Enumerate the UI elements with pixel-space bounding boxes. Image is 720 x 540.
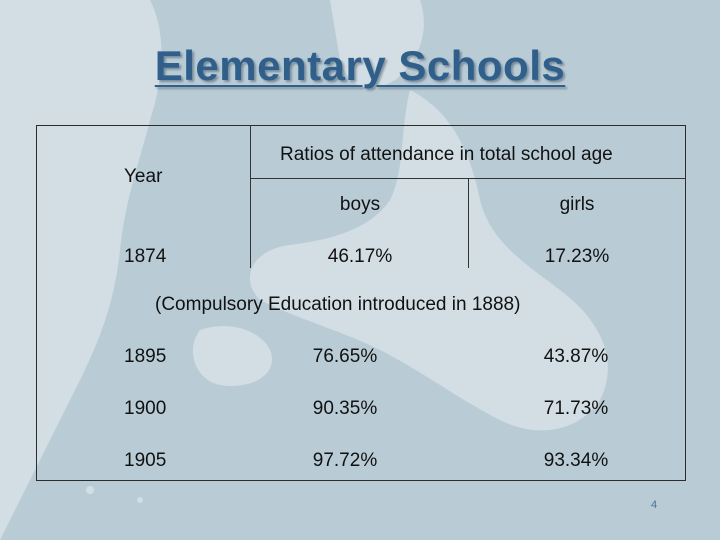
table-cell-girls: 17.23% bbox=[544, 246, 610, 267]
table-cell-year: 1874 bbox=[124, 246, 167, 267]
table-divider-boys-girls bbox=[468, 178, 469, 268]
compulsory-education-note: (Compulsory Education introduced in 1888… bbox=[155, 294, 521, 315]
table-cell-year: 1900 bbox=[124, 398, 167, 419]
table-cell-boys: 76.65% bbox=[312, 346, 378, 367]
table-cell-girls: 71.73% bbox=[543, 398, 609, 419]
boys-header: boys bbox=[339, 194, 381, 215]
slide-title: Elementary Schools bbox=[154, 42, 566, 89]
small-island-dot bbox=[137, 497, 143, 503]
small-island-dot bbox=[86, 486, 94, 494]
northern-island-shape bbox=[330, 0, 424, 89]
attendance-table bbox=[36, 125, 686, 481]
table-cell-boys: 90.35% bbox=[312, 398, 378, 419]
table-cell-girls: 43.87% bbox=[543, 346, 609, 367]
year-header: Year bbox=[124, 166, 163, 187]
table-cell-year: 1895 bbox=[124, 346, 167, 367]
mainland-shape bbox=[0, 0, 162, 540]
ratio-group-header: Ratios of attendance in total school age bbox=[280, 144, 613, 165]
southern-island-shape bbox=[192, 326, 272, 386]
table-divider-subheader bbox=[250, 178, 686, 179]
table-cell-boys: 97.72% bbox=[312, 450, 378, 471]
table-divider-year bbox=[250, 126, 251, 268]
girls-header: girls bbox=[559, 194, 595, 215]
table-cell-boys: 46.17% bbox=[327, 246, 393, 267]
table-cell-year: 1905 bbox=[124, 450, 167, 471]
table-cell-girls: 93.34% bbox=[543, 450, 609, 471]
archipelago-shape bbox=[250, 90, 608, 431]
page-number: 4 bbox=[651, 499, 658, 511]
